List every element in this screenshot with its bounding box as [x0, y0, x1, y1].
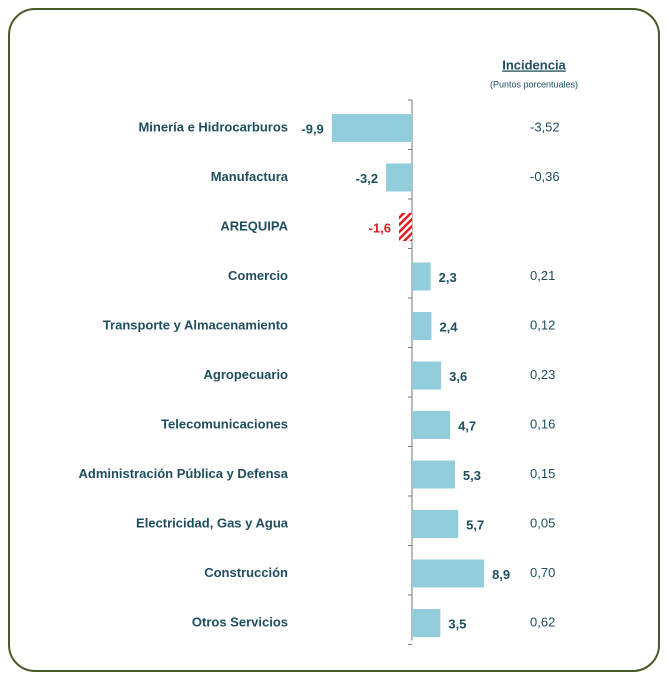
- category-label: Otros Servicios: [192, 614, 288, 629]
- incidence-value: 0,15: [530, 466, 555, 481]
- incidence-value: 0,62: [530, 614, 555, 629]
- incidence-value: 0,16: [530, 416, 555, 431]
- bar: [412, 510, 459, 538]
- bar: [412, 262, 431, 291]
- incidence-title: Incidencia: [502, 57, 566, 72]
- category-label: Administración Pública y Defensa: [78, 466, 288, 481]
- incidence-value: -0,36: [530, 169, 560, 184]
- incidence-value: 0,23: [530, 367, 555, 382]
- value-label: 5,3: [463, 468, 481, 483]
- value-label: 5,7: [466, 517, 484, 532]
- bar: [412, 460, 455, 489]
- bar: [386, 163, 412, 192]
- category-label: Construcción: [204, 565, 288, 580]
- bar: [412, 312, 432, 340]
- category-label: Minería e Hidrocarburos: [138, 119, 288, 134]
- bar: [412, 609, 441, 637]
- category-label: Electricidad, Gas y Agua: [136, 515, 289, 530]
- category-label: Telecomunicaciones: [161, 416, 288, 431]
- category-label: AREQUIPA: [220, 218, 288, 233]
- category-label: Transporte y Almacenamiento: [103, 317, 288, 332]
- category-label: Agropecuario: [203, 367, 288, 382]
- bar: [412, 559, 485, 588]
- incidence-value: 0,21: [530, 268, 555, 283]
- bar: [331, 114, 412, 142]
- value-label: 2,3: [439, 270, 457, 285]
- value-label: -1,6: [369, 220, 391, 235]
- incidence-value: 0,12: [530, 317, 555, 332]
- category-label: Manufactura: [211, 169, 289, 184]
- value-label: -9,9: [301, 121, 323, 136]
- value-label: 4,7: [458, 418, 476, 433]
- frame: [8, 8, 660, 672]
- bar: [412, 411, 451, 439]
- value-label: 8,9: [492, 567, 510, 582]
- bar: [399, 213, 412, 241]
- bar: [412, 361, 442, 390]
- incidence-value: -3,52: [530, 119, 560, 134]
- value-label: -3,2: [356, 171, 378, 186]
- value-label: 3,6: [449, 369, 467, 384]
- value-label: 3,5: [448, 616, 466, 631]
- incidence-subtitle: (Puntos porcentuales): [490, 79, 578, 89]
- incidence-value: 0,70: [530, 565, 555, 580]
- incidence-value: 0,05: [530, 515, 555, 530]
- value-label: 2,4: [439, 319, 458, 334]
- category-label: Comercio: [228, 268, 288, 283]
